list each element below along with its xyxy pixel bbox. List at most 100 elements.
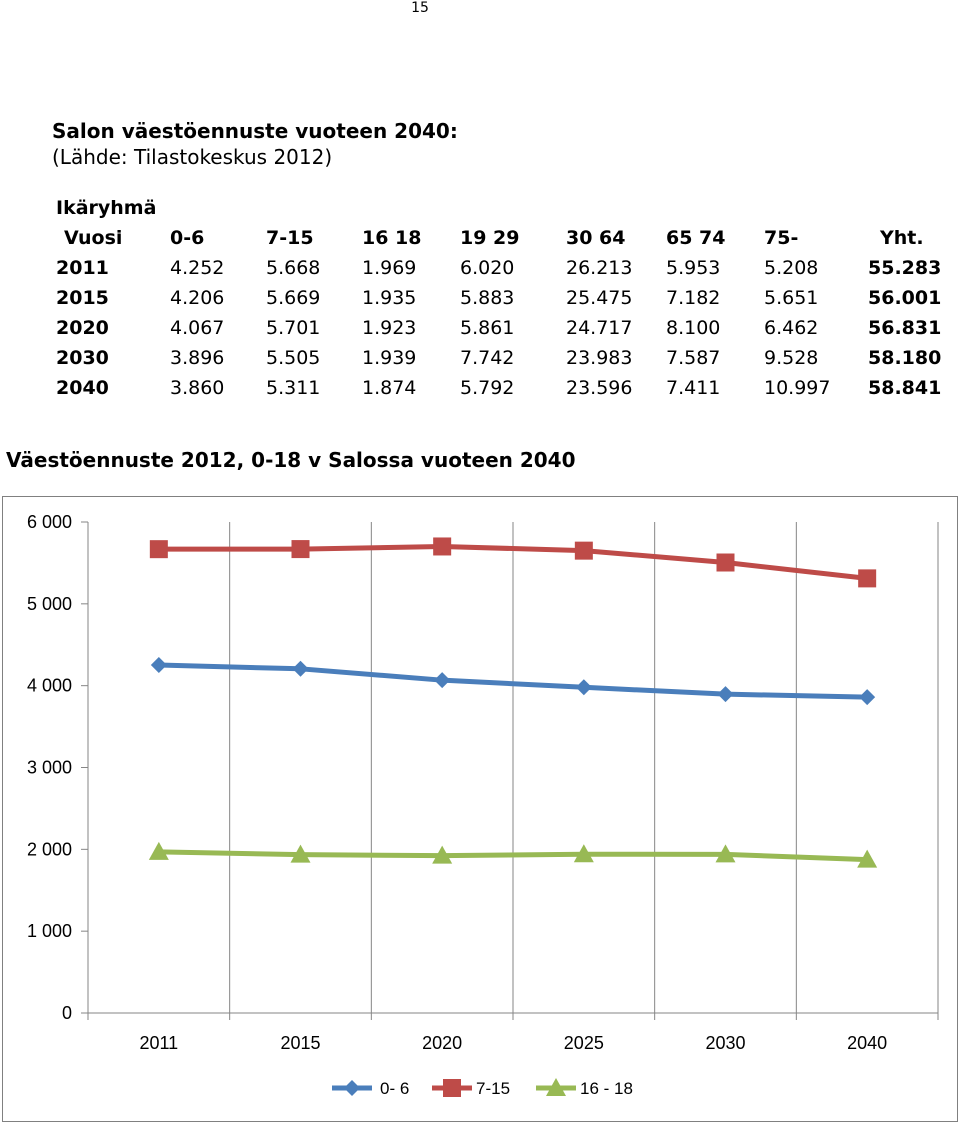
header-cell: Vuosi xyxy=(64,227,123,249)
age-group-label: Ikäryhmä xyxy=(56,197,157,219)
data-point-triangle xyxy=(573,844,594,863)
value-cell: 1.939 xyxy=(362,347,417,369)
data-point-diamond xyxy=(717,686,734,703)
series-square xyxy=(149,537,877,588)
value-cell: 6.462 xyxy=(764,317,819,339)
series-diamond xyxy=(150,657,876,706)
value-cell: 5.669 xyxy=(266,287,321,309)
value-cell: 4.252 xyxy=(170,257,225,279)
value-cell: 5.505 xyxy=(266,347,321,369)
x-tick-label: 2015 xyxy=(280,1033,320,1053)
y-tick-label: 2 000 xyxy=(27,839,72,859)
chart-title: Väestöennuste 2012, 0-18 v Salossa vuote… xyxy=(6,448,576,472)
legend-label: 7-15 xyxy=(476,1079,510,1098)
legend-label: 0- 6 xyxy=(380,1079,409,1098)
data-point-square xyxy=(443,1079,461,1097)
value-cell: 1.969 xyxy=(362,257,417,279)
data-point-diamond xyxy=(859,689,876,706)
value-cell: 8.100 xyxy=(666,317,721,339)
y-tick-label: 6 000 xyxy=(27,512,72,532)
value-cell: 1.874 xyxy=(362,377,417,399)
table-row: 2011 4.252 5.668 1.969 6.020 26.213 5.95… xyxy=(56,253,960,283)
header-cell: 16 18 xyxy=(362,227,422,249)
value-cell: 3.860 xyxy=(170,377,225,399)
table-row: 2020 4.067 5.701 1.923 5.861 24.717 8.10… xyxy=(56,313,960,343)
header-cell: Yht. xyxy=(880,227,924,249)
data-point-diamond xyxy=(575,679,592,696)
value-cell: 1.923 xyxy=(362,317,417,339)
table-row: 2015 4.206 5.669 1.935 5.883 25.475 7.18… xyxy=(56,283,960,313)
value-cell: 24.717 xyxy=(566,317,633,339)
data-point-triangle xyxy=(857,849,878,868)
legend: 0- 6 7-15 16 - 18 xyxy=(332,1078,633,1098)
value-cell: 9.528 xyxy=(764,347,819,369)
value-cell: 5.208 xyxy=(764,257,819,279)
value-cell: 5.861 xyxy=(460,317,515,339)
value-cell: 1.935 xyxy=(362,287,417,309)
line-chart: 0 1 000 2 000 3 000 4 000 5 000 6 000 2011 2015 2… xyxy=(2,496,958,1122)
document-title: Salon väestöennuste vuoteen 2040: xyxy=(52,119,458,143)
chart-canvas: 0 1 000 2 000 3 000 4 000 5 000 6 000 2011 2015 2… xyxy=(2,496,958,1122)
header-cell: 19 29 xyxy=(460,227,520,249)
data-point-square xyxy=(716,553,735,572)
y-tick-label: 1 000 xyxy=(27,921,72,941)
header-cell: 7-15 xyxy=(266,227,314,249)
table-header-row: Vuosi 0-6 7-15 16 18 19 29 30 64 65 74 7… xyxy=(56,223,960,253)
value-cell: 23.983 xyxy=(566,347,633,369)
x-tick-label: 2030 xyxy=(705,1033,745,1053)
x-tick-label: 2011 xyxy=(139,1033,178,1053)
header-cell: 0-6 xyxy=(170,227,205,249)
document-heading: Salon väestöennuste vuoteen 2040: (Lähde… xyxy=(52,118,458,170)
data-point-square xyxy=(433,537,452,556)
total-cell: 55.283 xyxy=(868,257,942,279)
population-table: Ikäryhmä Vuosi 0-6 7-15 16 18 19 29 30 6… xyxy=(56,193,960,403)
data-point-triangle xyxy=(546,1078,566,1096)
y-tick-label: 4 000 xyxy=(27,676,72,696)
total-cell: 58.180 xyxy=(868,347,942,369)
total-cell: 56.831 xyxy=(868,317,942,339)
data-point-square xyxy=(149,540,168,559)
header-cell: 65 74 xyxy=(666,227,726,249)
x-tick-label: 2020 xyxy=(422,1033,462,1053)
legend-label: 16 - 18 xyxy=(580,1079,633,1098)
source-note: (Lähde: Tilastokeskus 2012) xyxy=(52,145,333,169)
value-cell: 7.182 xyxy=(666,287,721,309)
value-cell: 5.311 xyxy=(266,377,321,399)
value-cell: 6.020 xyxy=(460,257,515,279)
data-point-diamond xyxy=(434,672,451,689)
header-cell: 30 64 xyxy=(566,227,626,249)
value-cell: 4.206 xyxy=(170,287,225,309)
value-cell: 7.587 xyxy=(666,347,721,369)
total-cell: 58.841 xyxy=(868,377,942,399)
y-tick-label: 5 000 xyxy=(27,594,72,614)
data-point-square xyxy=(574,541,593,560)
grid-layer xyxy=(87,522,939,1013)
value-cell: 7.742 xyxy=(460,347,515,369)
x-tick-label: 2040 xyxy=(847,1033,887,1053)
year-cell: 2020 xyxy=(56,317,109,339)
series-line xyxy=(158,543,868,581)
value-cell: 5.883 xyxy=(460,287,515,309)
data-point-diamond xyxy=(344,1080,360,1096)
data-point-triangle xyxy=(432,845,453,864)
value-cell: 26.213 xyxy=(566,257,633,279)
table-row: 2040 3.860 5.311 1.874 5.792 23.596 7.41… xyxy=(56,373,960,403)
data-point-triangle xyxy=(290,844,311,863)
value-cell: 10.997 xyxy=(764,377,831,399)
data-point-triangle xyxy=(715,844,736,863)
data-point-diamond xyxy=(292,660,309,677)
value-cell: 5.792 xyxy=(460,377,515,399)
year-cell: 2030 xyxy=(56,347,109,369)
data-point-triangle xyxy=(148,841,169,860)
value-cell: 5.701 xyxy=(266,317,321,339)
series-layer xyxy=(148,537,878,868)
value-cell: 7.411 xyxy=(666,377,721,399)
value-cell: 5.668 xyxy=(266,257,321,279)
value-cell: 5.651 xyxy=(764,287,819,309)
data-point-square xyxy=(291,540,310,559)
value-cell: 23.596 xyxy=(566,377,633,399)
series-line xyxy=(158,849,868,863)
table-row: 2030 3.896 5.505 1.939 7.742 23.983 7.58… xyxy=(56,343,960,373)
data-point-square xyxy=(858,569,877,588)
y-tick-label: 0 xyxy=(62,1003,72,1023)
